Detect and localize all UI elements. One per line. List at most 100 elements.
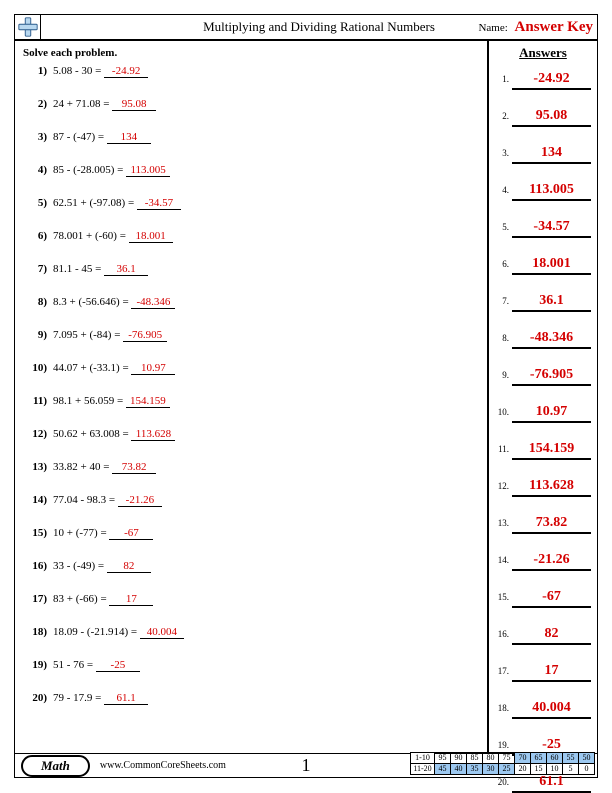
worksheet-page: Multiplying and Dividing Rational Number… xyxy=(14,14,598,778)
answer-row: 6.18.001 xyxy=(495,256,591,275)
header: Multiplying and Dividing Rational Number… xyxy=(15,15,597,41)
problem-expression: 8.3 + (-56.646) = xyxy=(53,296,131,308)
answer-value: -24.92 xyxy=(512,71,591,90)
problem-number: 3) xyxy=(23,131,47,143)
answer-value: 40.004 xyxy=(512,700,591,719)
problem-expression: 7.095 + (-84) = xyxy=(53,329,123,341)
answer-value: 73.82 xyxy=(512,515,591,534)
problem-row: 7) 81.1 - 45 = 36.1 xyxy=(23,263,479,276)
problem-answer: -67 xyxy=(109,527,153,540)
problem-row: 14)77.04 - 98.3 = -21.26 xyxy=(23,494,479,507)
problem-number: 8) xyxy=(23,296,47,308)
problems-list: 1)5.08 - 30 = -24.922)24 + 71.08 = 95.08… xyxy=(23,65,479,705)
problem-number: 1) xyxy=(23,65,47,77)
name-field: Name: Answer Key xyxy=(478,19,593,36)
problem-expression: 18.09 - (-21.914) = xyxy=(53,626,140,638)
answer-number: 2. xyxy=(495,111,509,121)
answer-value: 36.1 xyxy=(512,293,591,312)
answer-value: 17 xyxy=(512,663,591,682)
problem-number: 6) xyxy=(23,230,47,242)
answer-number: 14. xyxy=(495,555,509,565)
answer-value: 154.159 xyxy=(512,441,591,460)
problem-answer: -34.57 xyxy=(137,197,181,210)
score-cell: 5 xyxy=(563,764,579,775)
plus-icon xyxy=(15,14,41,40)
score-cell: 55 xyxy=(563,753,579,764)
problem-expression: 5.08 - 30 = xyxy=(53,65,104,77)
problem-number: 9) xyxy=(23,329,47,341)
answer-row: 2.95.08 xyxy=(495,108,591,127)
answer-number: 7. xyxy=(495,296,509,306)
site-url: www.CommonCoreSheets.com xyxy=(100,760,226,771)
score-cell: 80 xyxy=(483,753,499,764)
answer-number: 10. xyxy=(495,407,509,417)
problem-expression: 81.1 - 45 = xyxy=(53,263,104,275)
answer-row: 10.10.97 xyxy=(495,404,591,423)
score-cell: 90 xyxy=(451,753,467,764)
problem-answer: 134 xyxy=(107,131,151,144)
answer-number: 6. xyxy=(495,259,509,269)
score-cell: 20 xyxy=(515,764,531,775)
problem-answer: 17 xyxy=(109,593,153,606)
answer-value: 113.005 xyxy=(512,182,591,201)
problem-row: 9)7.095 + (-84) = -76.905 xyxy=(23,329,479,342)
score-cell: 60 xyxy=(547,753,563,764)
problem-row: 13)33.82 + 40 = 73.82 xyxy=(23,461,479,474)
answer-number: 3. xyxy=(495,148,509,158)
score-range-label: 11-20 xyxy=(411,764,435,775)
answer-row: 11.154.159 xyxy=(495,441,591,460)
score-cell: 0 xyxy=(579,764,595,775)
answer-row: 15.-67 xyxy=(495,589,591,608)
answer-value: 10.97 xyxy=(512,404,591,423)
score-cell: 30 xyxy=(483,764,499,775)
problem-row: 2)24 + 71.08 = 95.08 xyxy=(23,98,479,111)
answer-value: -67 xyxy=(512,589,591,608)
problem-expression: 33.82 + 40 = xyxy=(53,461,112,473)
answer-number: 19. xyxy=(495,740,509,750)
answer-number: 5. xyxy=(495,222,509,232)
score-cell: 50 xyxy=(579,753,595,764)
problem-row: 5)62.51 + (-97.08) = -34.57 xyxy=(23,197,479,210)
score-cell: 10 xyxy=(547,764,563,775)
problem-answer: 36.1 xyxy=(104,263,148,276)
answer-row: 4.113.005 xyxy=(495,182,591,201)
problem-row: 3) 87 - (-47) = 134 xyxy=(23,131,479,144)
problems-column: Solve each problem. 1)5.08 - 30 = -24.92… xyxy=(15,41,487,753)
problem-number: 7) xyxy=(23,263,47,275)
answer-row: 18.40.004 xyxy=(495,700,591,719)
problem-row: 11)98.1 + 56.059 = 154.159 xyxy=(23,395,479,408)
problem-answer: 10.97 xyxy=(131,362,175,375)
score-cell: 15 xyxy=(531,764,547,775)
answer-number: 9. xyxy=(495,370,509,380)
problem-number: 14) xyxy=(23,494,47,506)
answer-number: 4. xyxy=(495,185,509,195)
problem-answer: 40.004 xyxy=(140,626,184,639)
score-cell: 75 xyxy=(499,753,515,764)
answer-value: -76.905 xyxy=(512,367,591,386)
problem-row: 18)18.09 - (-21.914) = 40.004 xyxy=(23,626,479,639)
answers-column: Answers 1.-24.922.95.083.1344.113.0055.-… xyxy=(487,41,597,753)
answer-row: 17.17 xyxy=(495,663,591,682)
problem-number: 10) xyxy=(23,362,47,374)
problem-expression: 78.001 + (-60) = xyxy=(53,230,129,242)
problem-row: 15)10 + (-77) = -67 xyxy=(23,527,479,540)
answer-value: 113.628 xyxy=(512,478,591,497)
problem-number: 17) xyxy=(23,593,47,605)
problem-number: 12) xyxy=(23,428,47,440)
problem-answer: -48.346 xyxy=(131,296,175,309)
problem-row: 12)50.62 + 63.008 = 113.628 xyxy=(23,428,479,441)
problem-number: 2) xyxy=(23,98,47,110)
problem-number: 11) xyxy=(23,395,47,407)
problem-expression: 10 + (-77) = xyxy=(53,527,109,539)
problem-expression: 87 - (-47) = xyxy=(53,131,107,143)
problem-answer: 18.001 xyxy=(129,230,173,243)
subject-badge: Math xyxy=(21,755,90,777)
answers-heading: Answers xyxy=(495,45,591,61)
answer-number: 1. xyxy=(495,74,509,84)
score-cell: 65 xyxy=(531,753,547,764)
problem-expression: 51 - 76 = xyxy=(53,659,96,671)
answers-list: 1.-24.922.95.083.1344.113.0055.-34.576.1… xyxy=(495,71,591,793)
answer-number: 20. xyxy=(495,777,509,787)
answer-number: 18. xyxy=(495,703,509,713)
problem-expression: 85 - (-28.005) = xyxy=(53,164,126,176)
